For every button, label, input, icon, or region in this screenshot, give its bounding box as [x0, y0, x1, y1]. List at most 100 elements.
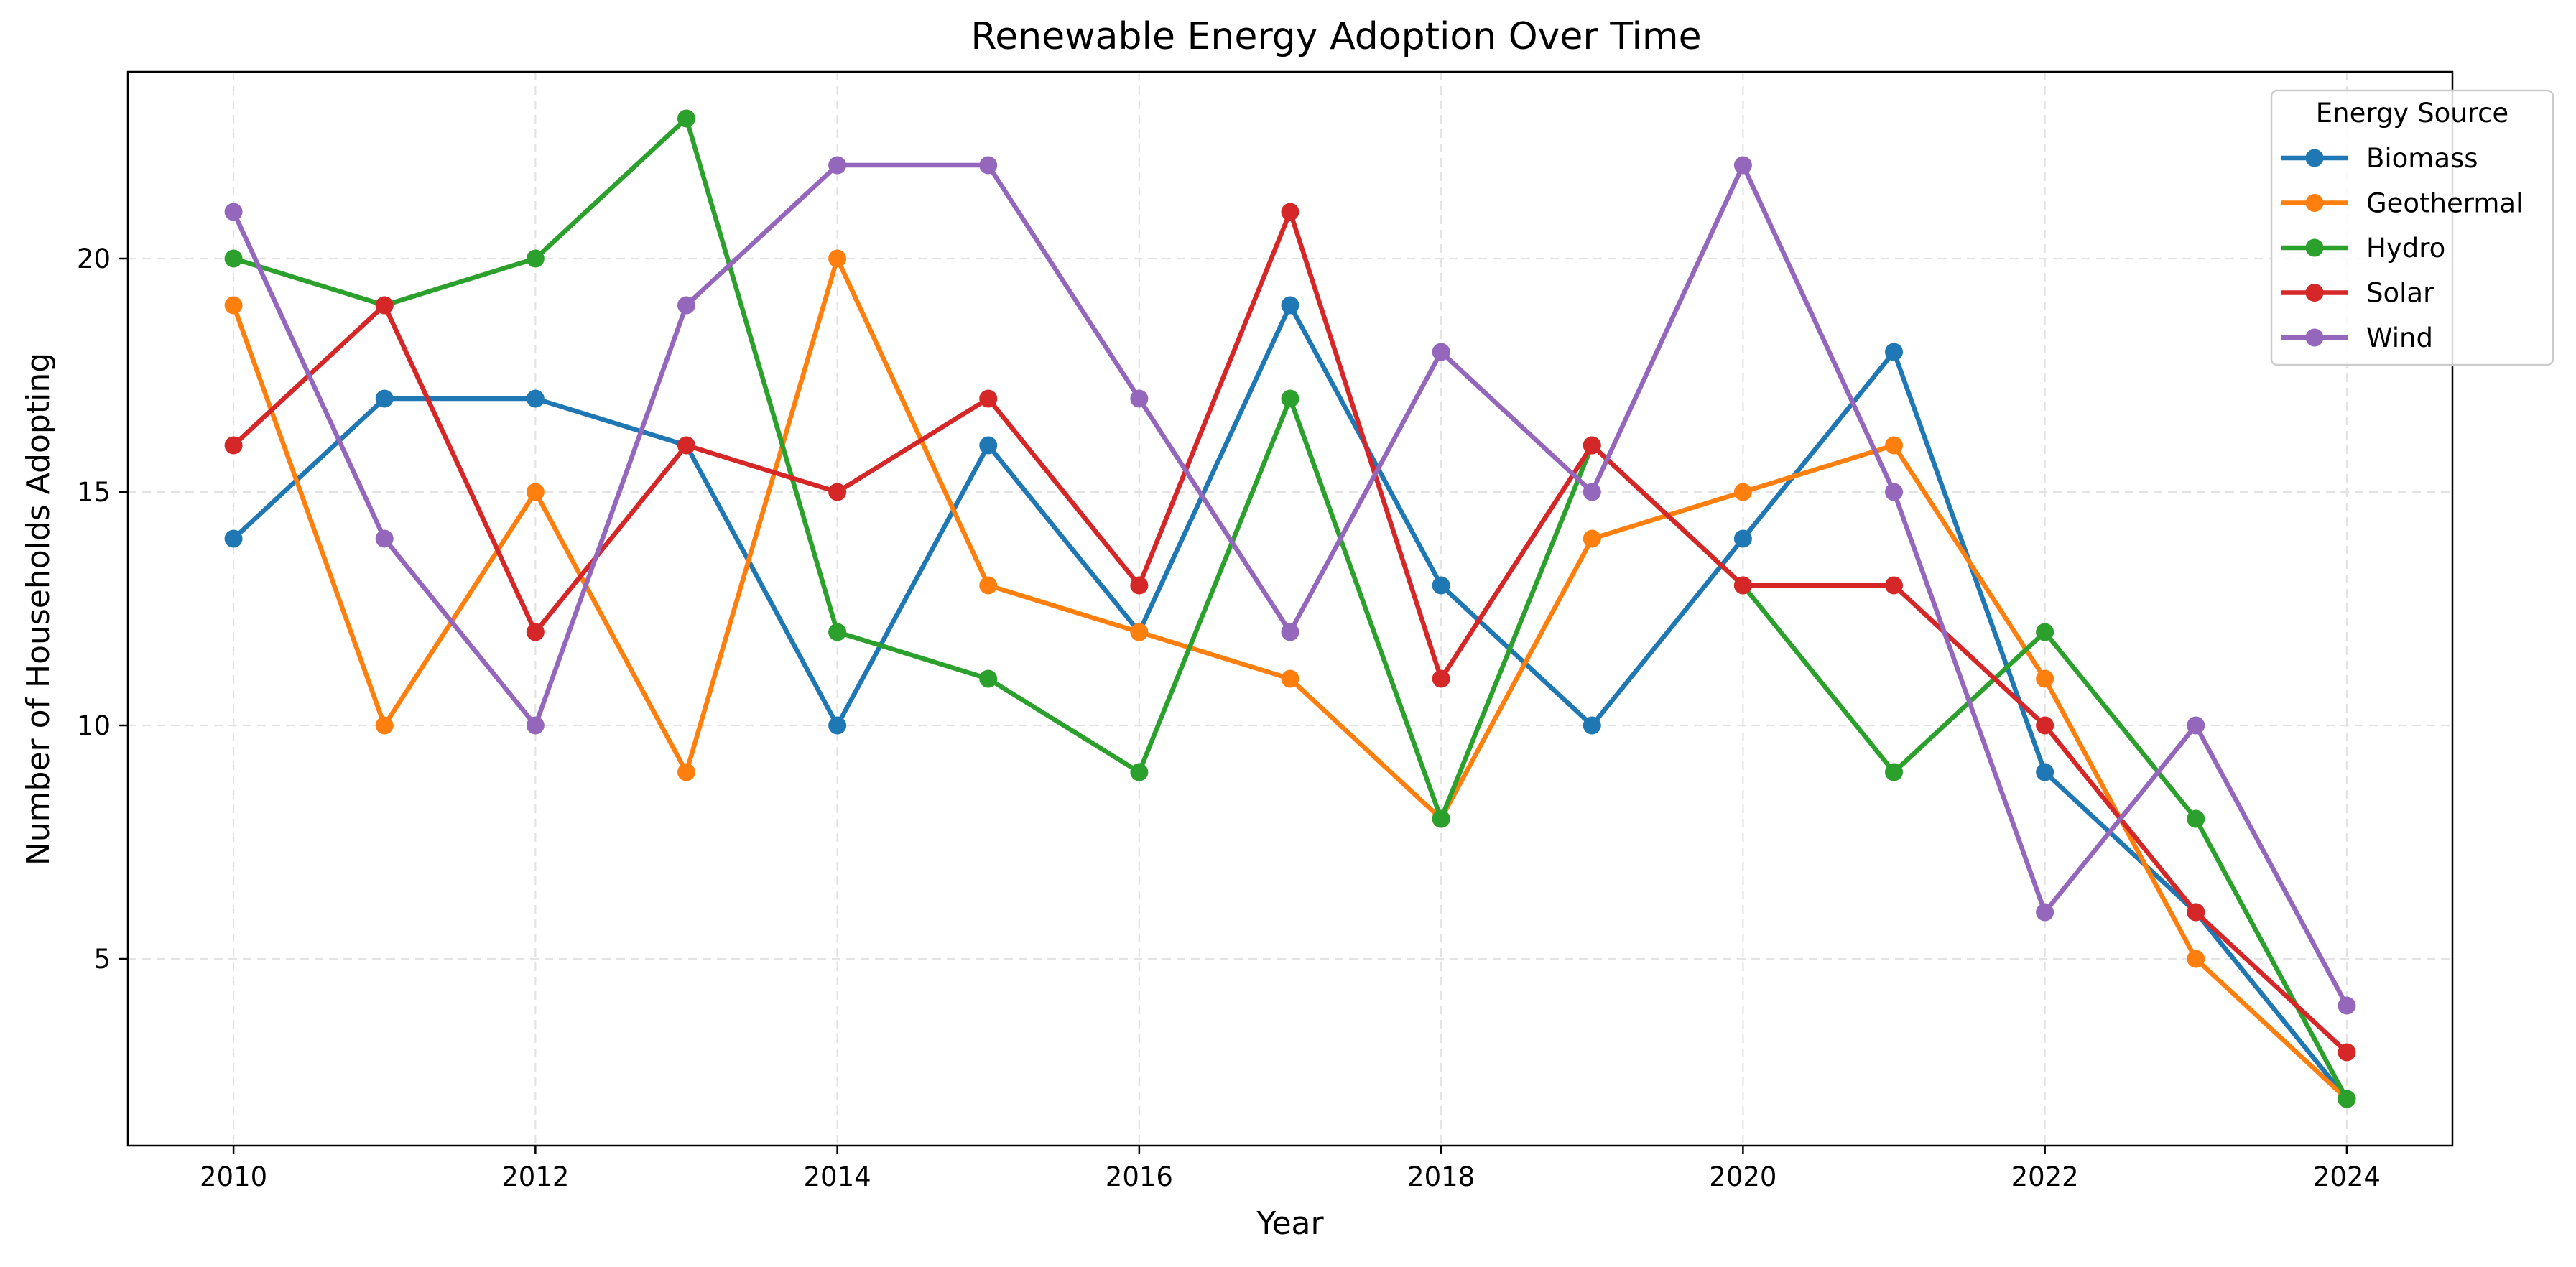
data-point-biomass [1733, 529, 1752, 548]
data-point-wind [526, 716, 545, 735]
data-point-solar [2036, 716, 2054, 735]
data-point-biomass [1432, 576, 1450, 595]
legend-label-wind: Wind [2366, 322, 2433, 353]
legend-label-hydro: Hydro [2366, 233, 2445, 264]
data-point-geothermal [677, 763, 695, 781]
data-point-solar [1583, 436, 1601, 455]
data-point-solar [1432, 669, 1450, 688]
data-point-geothermal [375, 716, 394, 735]
data-point-hydro [2338, 1090, 2356, 1108]
data-point-biomass [979, 436, 998, 455]
y-tick-label: 20 [77, 243, 111, 274]
data-point-solar [1733, 576, 1752, 595]
data-point-biomass [2036, 763, 2054, 781]
data-point-geothermal [2187, 950, 2205, 968]
data-point-hydro [224, 249, 243, 268]
data-point-wind [1432, 343, 1450, 361]
data-point-geothermal [979, 576, 998, 595]
data-point-hydro [1885, 763, 1904, 781]
data-point-solar [677, 436, 695, 455]
data-point-biomass [526, 389, 545, 408]
data-point-geothermal [1885, 436, 1904, 455]
legend-item-hydro: Hydro [2281, 233, 2445, 264]
x-axis: 2010 2012 2014 2016 2018 2020 2022 2024 [200, 1146, 2381, 1192]
data-point-hydro [526, 249, 545, 268]
legend-item-geothermal: Geothermal [2281, 188, 2523, 219]
data-point-wind [1733, 156, 1752, 175]
x-axis-label: Year [1256, 1205, 1324, 1242]
data-point-wind [224, 203, 243, 221]
y-axis: 5 10 15 20 [77, 243, 128, 975]
data-point-wind [2036, 903, 2054, 922]
data-point-solar [1885, 576, 1904, 595]
data-point-hydro [979, 669, 998, 688]
data-point-solar [2338, 1043, 2356, 1062]
data-point-wind [1885, 483, 1904, 501]
x-tick-label: 2024 [2313, 1161, 2381, 1192]
data-point-geothermal [1281, 669, 1299, 688]
data-point-wind [2187, 716, 2205, 735]
data-point-biomass [224, 529, 243, 548]
data-point-wind [677, 296, 695, 315]
legend-label-geothermal: Geothermal [2366, 188, 2523, 219]
series-solar [224, 203, 2356, 1062]
data-point-solar [375, 296, 394, 315]
y-tick-label: 5 [93, 944, 111, 975]
data-point-geothermal [1733, 483, 1752, 501]
data-point-solar [2187, 903, 2205, 922]
legend-marker-wind [2305, 328, 2324, 347]
data-point-solar [1281, 203, 1299, 221]
x-tick-label: 2022 [2011, 1161, 2079, 1192]
data-point-hydro [1281, 389, 1299, 408]
legend-marker-geothermal [2305, 194, 2324, 212]
data-point-hydro [2036, 623, 2054, 641]
legend: Energy Source Biomass Geothermal Hydro Sola… [2270, 89, 2554, 366]
legend-label-solar: Solar [2366, 278, 2434, 309]
data-point-solar [224, 436, 243, 455]
x-tick-label: 2016 [1106, 1161, 1173, 1192]
plot-area-frame [126, 70, 2454, 1147]
data-point-geothermal [1583, 529, 1601, 548]
legend-item-biomass: Biomass [2281, 143, 2478, 174]
legend-items: Biomass Geothermal Hydro Solar Wind [2281, 143, 2523, 353]
legend-item-solar: Solar [2281, 278, 2434, 309]
data-point-solar [526, 623, 545, 641]
x-tick-label: 2014 [804, 1161, 871, 1192]
data-point-solar [828, 483, 847, 501]
y-tick-label: 10 [77, 710, 111, 741]
data-point-wind [979, 156, 998, 175]
data-point-hydro [1432, 809, 1450, 828]
series-wind [224, 156, 2356, 1015]
x-tick-label: 2012 [501, 1161, 569, 1192]
legend-title: Energy Source [2316, 98, 2508, 129]
data-point-hydro [1130, 763, 1149, 781]
legend-marker-solar [2305, 284, 2324, 302]
data-point-hydro [677, 109, 695, 128]
legend-marker-biomass [2305, 149, 2324, 167]
x-tick-label: 2018 [1407, 1161, 1475, 1192]
data-point-geothermal [1130, 623, 1149, 641]
data-point-wind [1130, 389, 1149, 408]
data-point-geothermal [828, 249, 847, 268]
data-point-biomass [375, 389, 394, 408]
series-layer [224, 109, 2356, 1108]
data-point-wind [2338, 996, 2356, 1015]
x-tick-label: 2020 [1709, 1161, 1776, 1192]
data-point-wind [1281, 623, 1299, 641]
data-point-biomass [828, 716, 847, 735]
data-point-hydro [2187, 809, 2205, 828]
data-point-geothermal [224, 296, 243, 315]
data-point-wind [828, 156, 847, 175]
legend-label-biomass: Biomass [2366, 143, 2478, 174]
data-point-biomass [1281, 296, 1299, 315]
data-point-biomass [1885, 343, 1904, 361]
legend-marker-hydro [2305, 238, 2324, 257]
data-point-solar [1130, 576, 1149, 595]
x-tick-label: 2010 [200, 1161, 267, 1192]
chart-title: Renewable Energy Adoption Over Time [970, 15, 1701, 58]
data-point-geothermal [526, 483, 545, 501]
y-tick-label: 15 [77, 477, 111, 508]
data-point-biomass [1583, 716, 1601, 735]
data-point-wind [1583, 483, 1601, 501]
